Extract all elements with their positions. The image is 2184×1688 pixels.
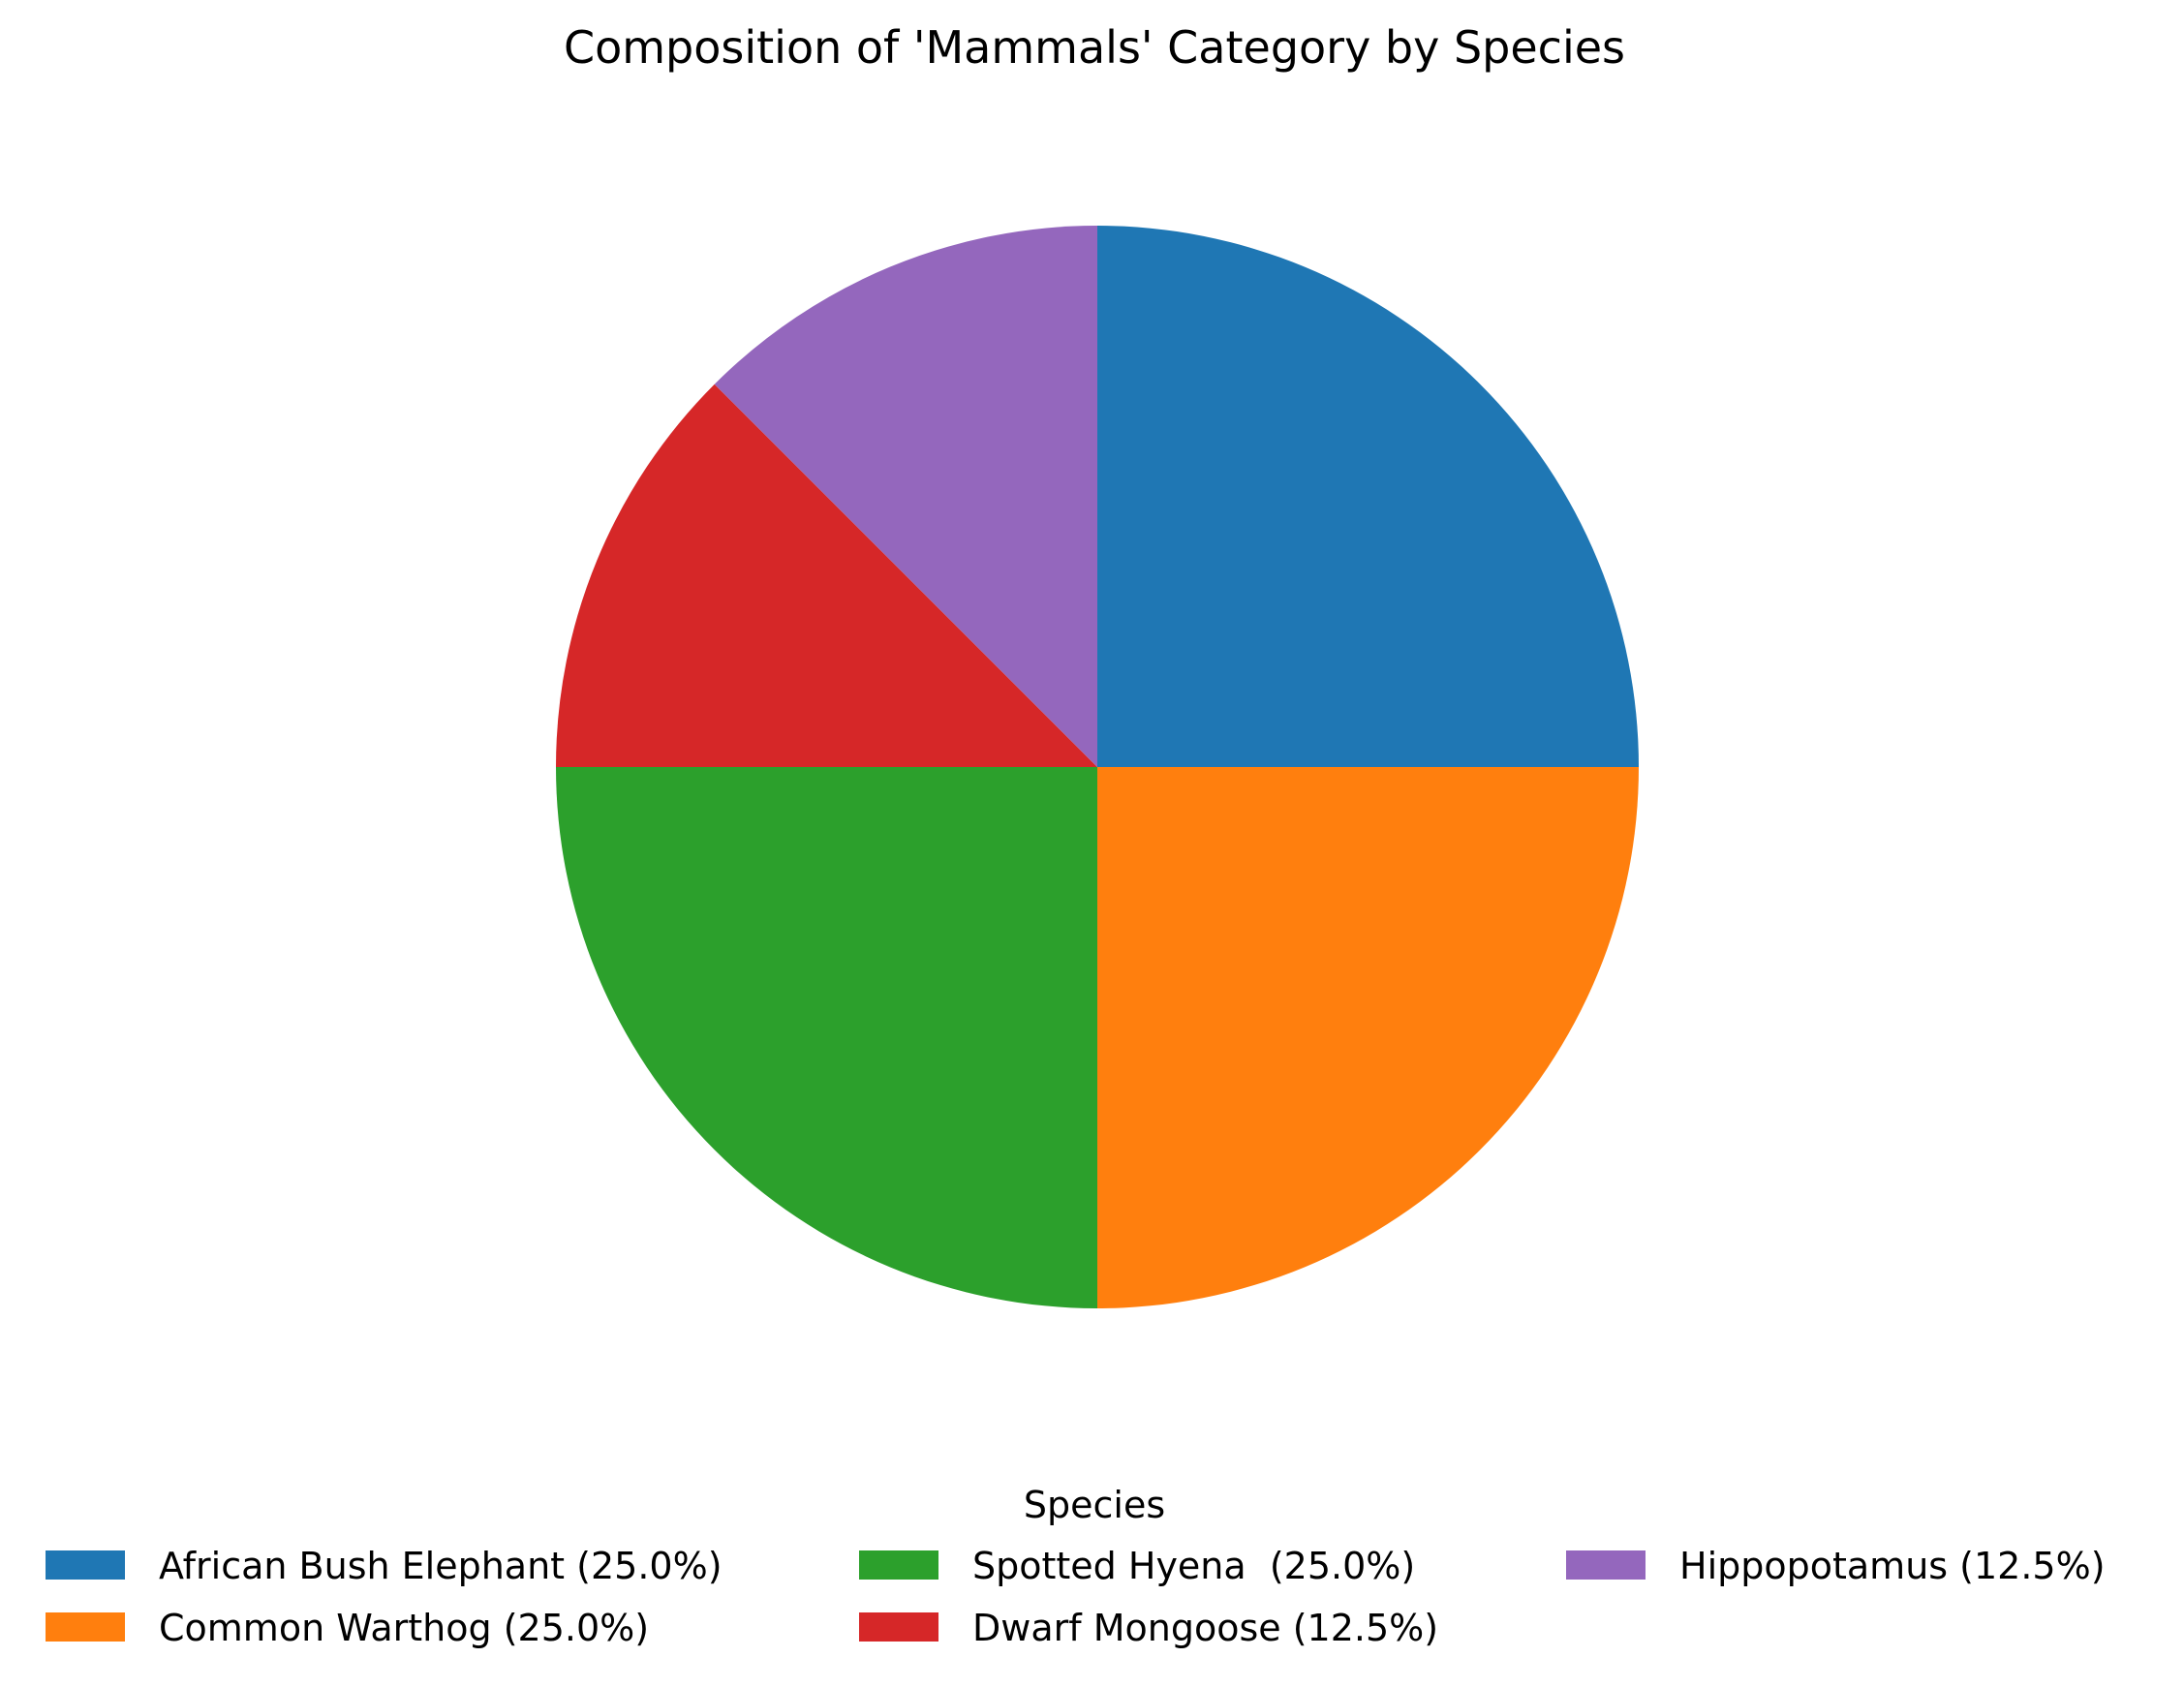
legend-title: Species — [1024, 1484, 1165, 1526]
chart-title: Composition of 'Mammals' Category by Spe… — [564, 21, 1625, 74]
legend-label-3: Dwarf Mongoose (12.5%) — [972, 1607, 1438, 1649]
pie-slice-2 — [556, 767, 1097, 1308]
legend: African Bush Elephant (25.0%) Common Wart… — [46, 1545, 2106, 1649]
legend-label-1: Common Warthog (25.0%) — [159, 1607, 649, 1649]
pie-slice-3 — [556, 384, 1097, 767]
legend-label-0: African Bush Elephant (25.0%) — [159, 1545, 723, 1587]
pie-slice-4 — [714, 226, 1097, 767]
pie-slice-0 — [1097, 226, 1639, 767]
legend-label-4: Hippopotamus (12.5%) — [1679, 1545, 2106, 1587]
legend-swatch-1 — [46, 1612, 125, 1642]
legend-swatch-3 — [859, 1612, 938, 1642]
legend-swatch-0 — [46, 1550, 125, 1580]
pie-slices — [556, 226, 1639, 1308]
legend-swatch-2 — [859, 1550, 938, 1580]
legend-label-2: Spotted Hyena (25.0%) — [972, 1545, 1415, 1587]
legend-swatch-4 — [1566, 1550, 1646, 1580]
pie-slice-1 — [1097, 767, 1639, 1308]
